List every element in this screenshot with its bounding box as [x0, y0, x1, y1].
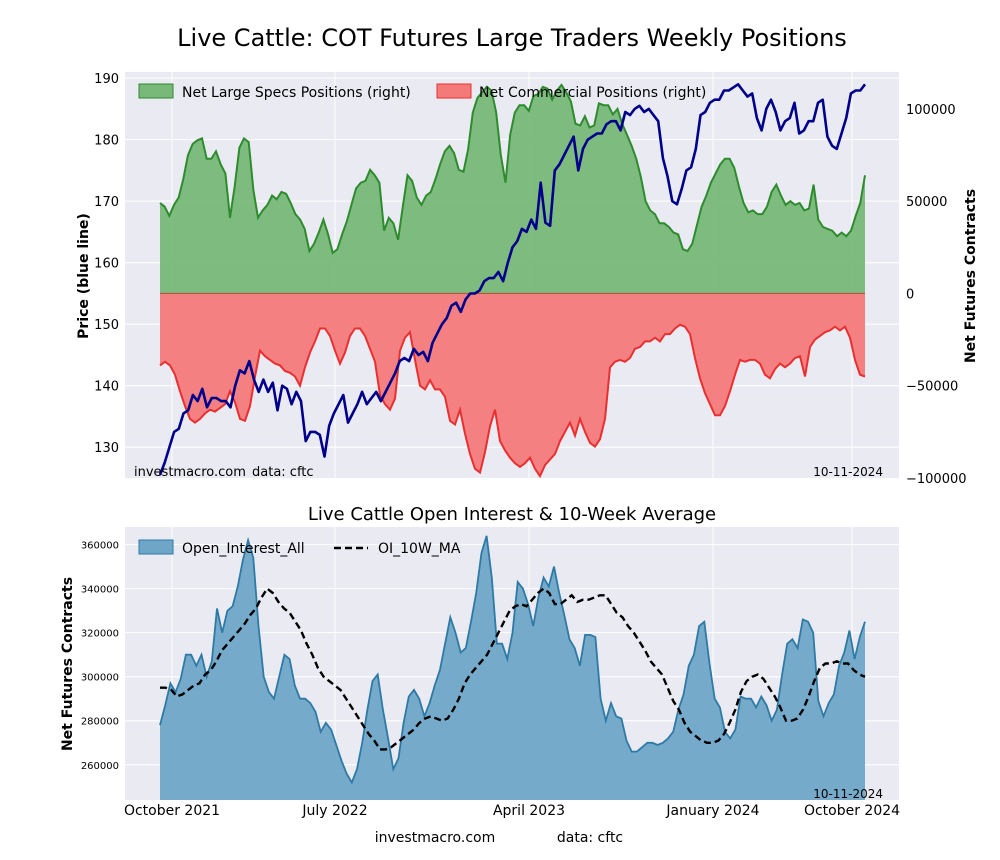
x-tick-label: January 2024 — [665, 803, 759, 819]
bottom-date-stamp: 10-11-2024 — [813, 787, 883, 801]
legend-swatch-large-specs — [138, 83, 174, 99]
bottom-watermark: investmacro.com — [375, 830, 495, 846]
left-y-tick-label: 130 — [94, 441, 119, 456]
commercial-area — [160, 293, 865, 477]
legend-swatch-commercial — [436, 83, 472, 99]
right-y-tick-label: 0 — [906, 287, 914, 302]
left-y-axis-label: Price (blue line) — [76, 213, 92, 339]
legend-label-commercial: Net Commercial Positions (right) — [479, 85, 706, 101]
legend-swatch-open-interest — [138, 539, 174, 555]
commercial-line — [159, 323, 866, 479]
top-date-stamp: 10-11-2024 — [813, 465, 883, 479]
bottom-y-axis-label: Net Futures Contracts — [60, 577, 76, 751]
bottom-y-tick-label: 280000 — [81, 717, 119, 728]
bottom-chart-title: Live Cattle Open Interest & 10-Week Aver… — [308, 504, 716, 525]
left-y-tick-label: 160 — [94, 257, 119, 272]
right-y-axis-label: Net Futures Contracts — [963, 189, 979, 363]
top-data-source: data: cftc — [252, 465, 314, 480]
bottom-y-tick-label: 320000 — [81, 629, 119, 640]
bottom-y-tick-label: 360000 — [81, 541, 119, 552]
x-tick-label: October 2024 — [804, 803, 900, 819]
price-line — [158, 83, 867, 476]
open-interest-area — [160, 535, 865, 800]
oi-10w-ma-line — [160, 586, 866, 751]
large-specs-line — [159, 83, 866, 255]
bottom-data-source: data: cftc — [557, 830, 623, 846]
left-y-tick-label: 150 — [94, 318, 119, 333]
x-tick-label: April 2023 — [493, 803, 565, 819]
right-y-tick-label: −50000 — [906, 380, 958, 395]
top-watermark: investmacro.com — [134, 465, 246, 480]
left-y-tick-label: 180 — [94, 134, 119, 149]
left-y-tick-label: 170 — [94, 195, 119, 210]
left-y-tick-label: 140 — [94, 380, 119, 395]
open-interest-line — [159, 535, 866, 785]
legend-label-oi-ma: OI_10W_MA — [378, 541, 461, 557]
bottom-y-tick-label: 260000 — [81, 761, 119, 772]
figure-title: Live Cattle: COT Futures Large Traders W… — [177, 24, 847, 52]
left-y-tick-label: 190 — [94, 72, 119, 87]
right-y-tick-label: −100000 — [906, 472, 967, 487]
bottom-y-tick-label: 300000 — [81, 673, 119, 684]
bottom-y-tick-label: 340000 — [81, 585, 119, 596]
x-tick-label: July 2022 — [301, 803, 367, 819]
x-tick-label: October 2021 — [124, 803, 220, 819]
legend-label-open-interest: Open_Interest_All — [182, 541, 305, 557]
right-y-tick-label: 100000 — [906, 103, 956, 118]
right-y-tick-label: 50000 — [906, 195, 947, 210]
legend-label-large-specs: Net Large Specs Positions (right) — [182, 85, 411, 101]
large-specs-area — [160, 84, 865, 294]
